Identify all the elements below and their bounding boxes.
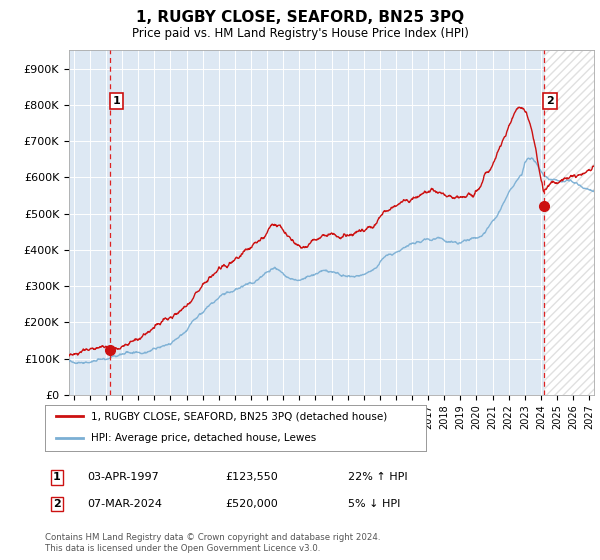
Text: £123,550: £123,550 [225, 472, 278, 482]
Text: 1: 1 [53, 472, 61, 482]
Text: HPI: Average price, detached house, Lewes: HPI: Average price, detached house, Lewe… [91, 433, 316, 443]
Bar [544, 50, 594, 395]
Text: 1, RUGBY CLOSE, SEAFORD, BN25 3PQ (detached house): 1, RUGBY CLOSE, SEAFORD, BN25 3PQ (detac… [91, 412, 387, 421]
Text: 07-MAR-2024: 07-MAR-2024 [87, 499, 162, 509]
Bar [544, 50, 594, 395]
Text: 2: 2 [53, 499, 61, 509]
Text: 1, RUGBY CLOSE, SEAFORD, BN25 3PQ: 1, RUGBY CLOSE, SEAFORD, BN25 3PQ [136, 10, 464, 25]
Text: Contains HM Land Registry data © Crown copyright and database right 2024.
This d: Contains HM Land Registry data © Crown c… [45, 533, 380, 553]
Text: 1: 1 [112, 96, 120, 106]
Text: 03-APR-1997: 03-APR-1997 [87, 472, 159, 482]
Text: 2: 2 [546, 96, 554, 106]
Text: £520,000: £520,000 [225, 499, 278, 509]
Text: Price paid vs. HM Land Registry's House Price Index (HPI): Price paid vs. HM Land Registry's House … [131, 27, 469, 40]
Text: 5% ↓ HPI: 5% ↓ HPI [348, 499, 400, 509]
Text: 22% ↑ HPI: 22% ↑ HPI [348, 472, 407, 482]
